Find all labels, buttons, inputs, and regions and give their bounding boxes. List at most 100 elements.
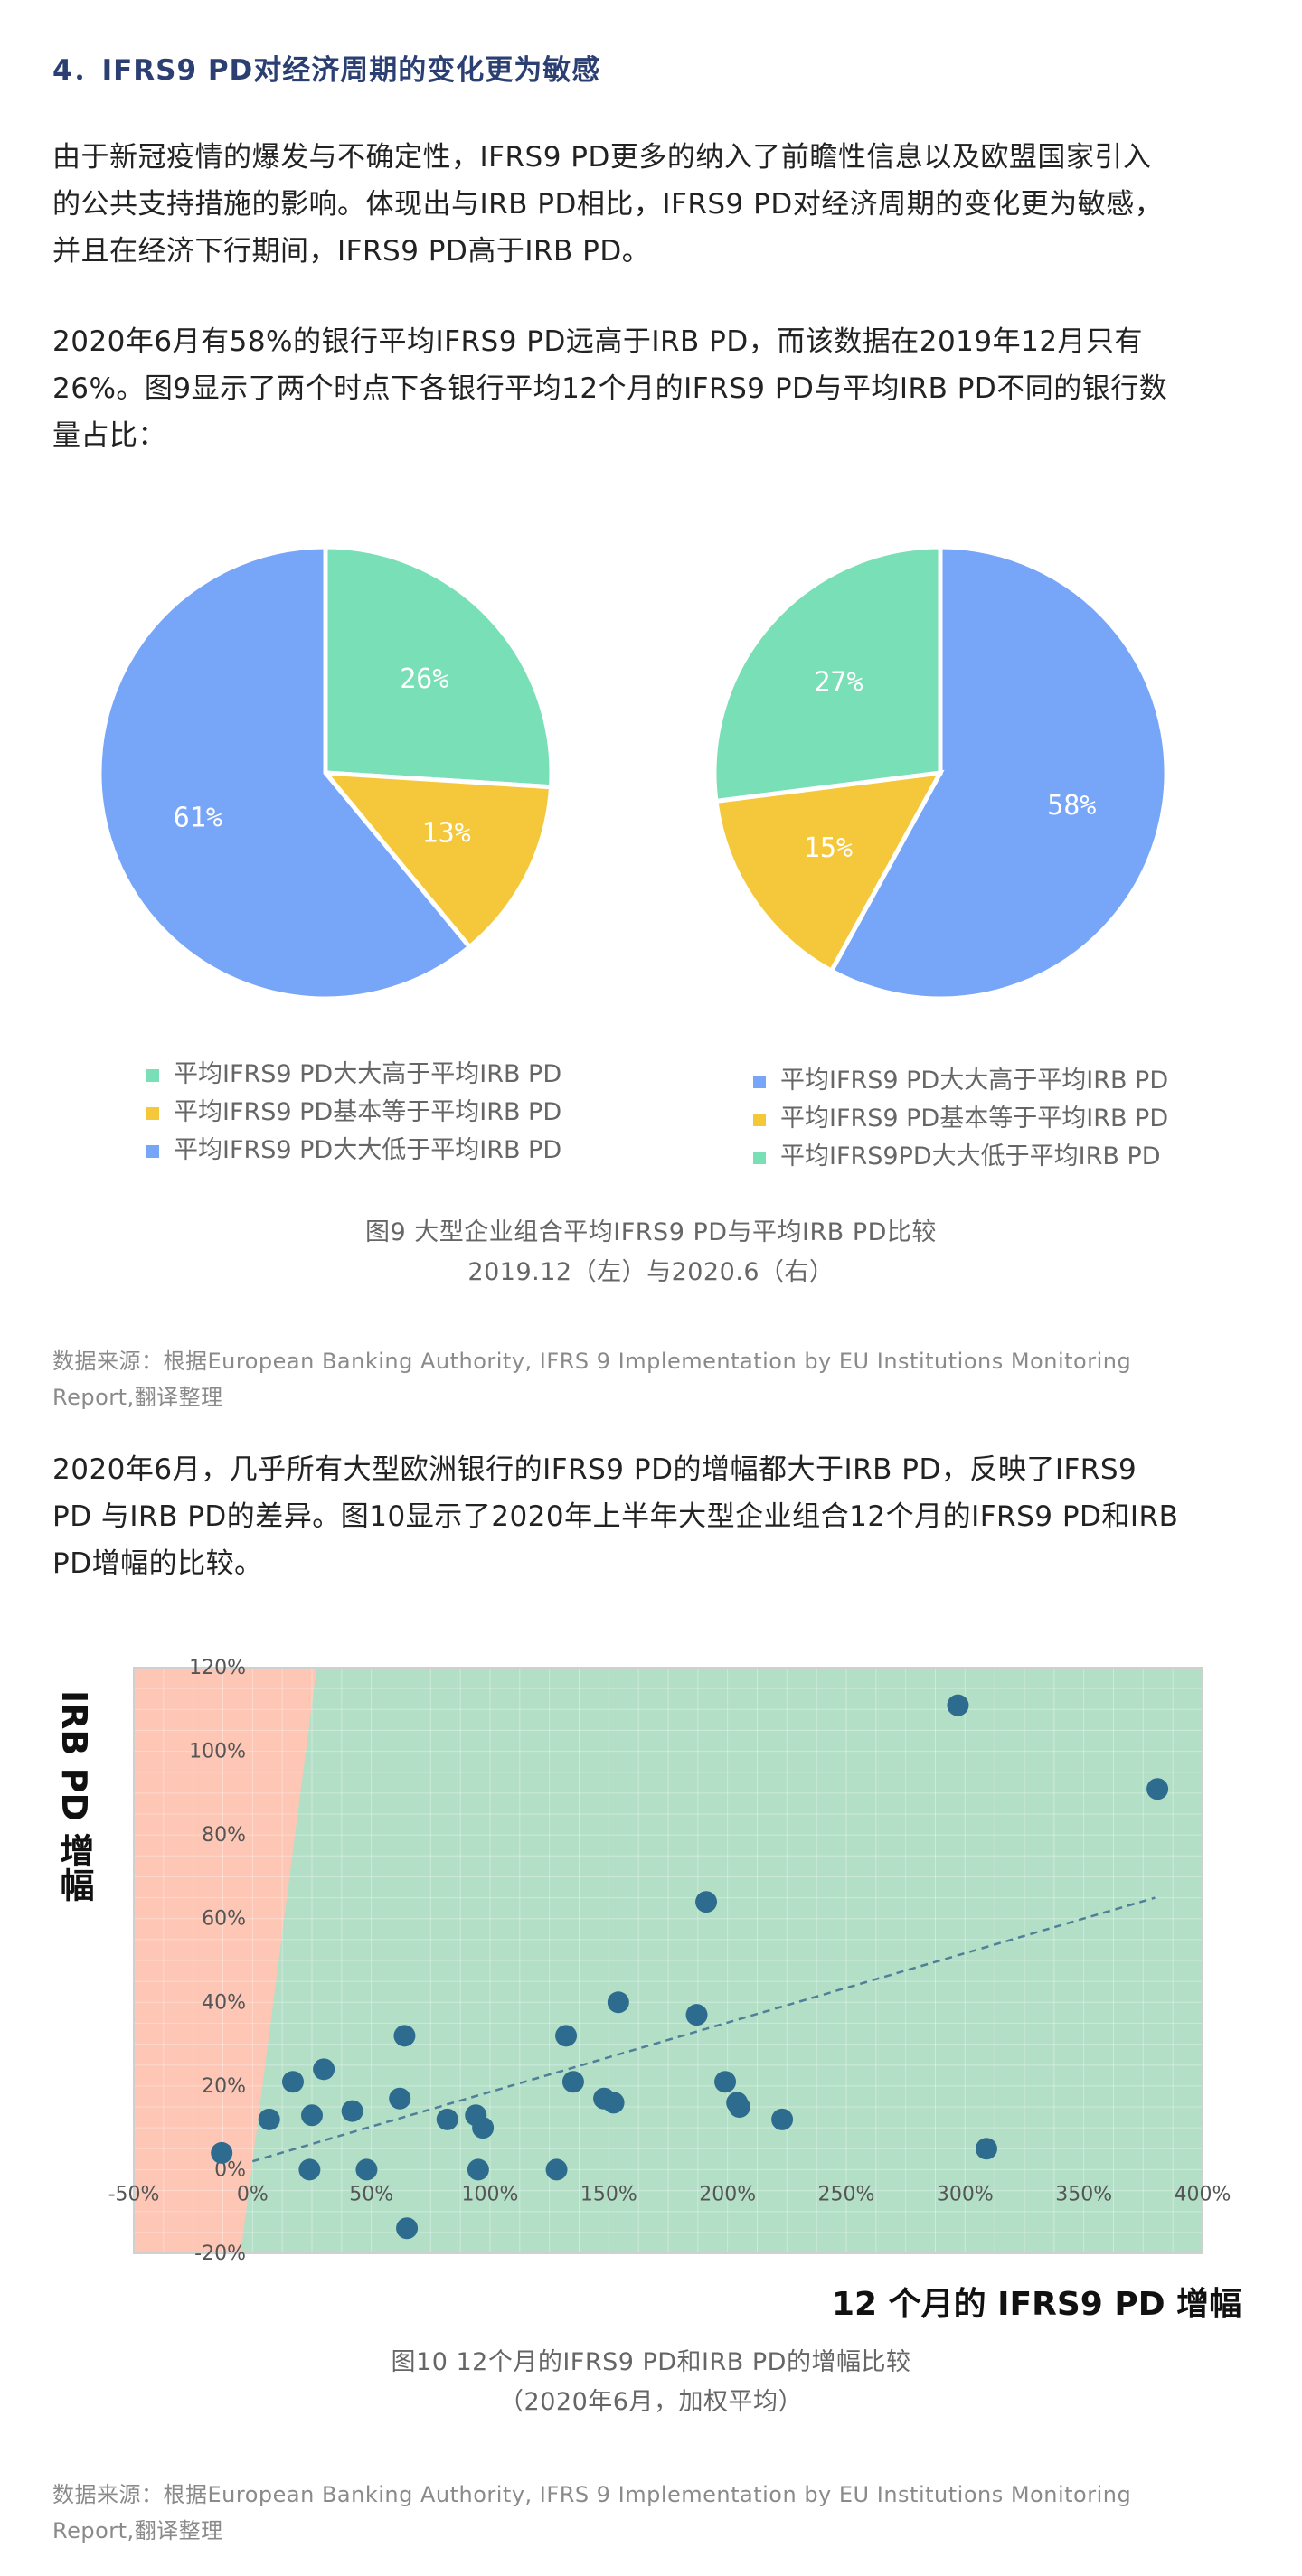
y-tick-label: 80% — [202, 1824, 246, 1847]
legend-item: 平均IFRS9 PD基本等于平均IRB PD — [146, 1094, 561, 1132]
x-tick-label: 250% — [818, 2183, 875, 2205]
paragraph-line: 26%。图9显示了两个时点下各银行平均12个月的IFRS9 PD与平均IRB P… — [52, 372, 1168, 405]
legend-item: 平均IFRS9 PD大大低于平均IRB PD — [146, 1132, 561, 1170]
x-tick-label: 0% — [237, 2183, 269, 2205]
legend-item: 平均IFRS9 PD大大高于平均IRB PD — [753, 1062, 1168, 1100]
legend-label: 平均IFRS9 PD大大低于平均IRB PD — [174, 1136, 562, 1164]
pie-slice — [712, 544, 943, 804]
x-tick-label: 400% — [1175, 2183, 1231, 2205]
scatter-point — [607, 1991, 629, 2014]
pie-slice — [97, 544, 473, 1001]
caption-line: 图9 大型企业组合平均IFRS9 PD与平均IRB PD比较 — [365, 1218, 937, 1246]
pie-slice-label: 27% — [814, 666, 863, 698]
pie-slice-label: 13% — [422, 818, 471, 850]
y-tick-label: 120% — [189, 1657, 246, 1679]
scatter-point — [545, 2158, 568, 2181]
legend-label: 平均IFRS9 PD大大高于平均IRB PD — [780, 1067, 1169, 1095]
scatter-point — [281, 2071, 304, 2093]
trend-line — [251, 1896, 1156, 2163]
scatter-point — [396, 2217, 419, 2240]
scatter-point — [555, 2025, 578, 2047]
pie-slice-label: 15% — [804, 832, 853, 864]
pie-slice — [320, 770, 554, 951]
paragraph-line: 由于新冠疫情的爆发与不确定性，IFRS9 PD更多的纳入了前瞻性信息以及欧盟国家… — [52, 141, 1152, 174]
y-tick-label: 60% — [202, 1908, 246, 1931]
paragraph-intro: 由于新冠疫情的爆发与不确定性，IFRS9 PD更多的纳入了前瞻性信息以及欧盟国家… — [52, 134, 1255, 275]
legend-swatch — [146, 1107, 159, 1120]
caption-line: 2019.12（左）与2020.6（右） — [467, 1258, 835, 1286]
paragraph-line: 2020年6月，几乎所有大型欧洲银行的IFRS9 PD的增幅都大于IRB PD，… — [52, 1453, 1137, 1486]
figure9-caption: 图9 大型企业组合平均IFRS9 PD与平均IRB PD比较 2019.12（左… — [0, 1213, 1302, 1293]
source-line: Report,翻译整理 — [52, 2518, 223, 2543]
legend-item: 平均IFRS9 PD大大高于平均IRB PD — [146, 1056, 561, 1094]
pie-chart-2020-06: 58% 15% 27% — [712, 544, 1169, 1001]
legend-label: 平均IFRS9 PD大大高于平均IRB PD — [174, 1060, 562, 1088]
x-tick-label: 100% — [462, 2183, 519, 2205]
paragraph-figure10-intro: 2020年6月，几乎所有大型欧洲银行的IFRS9 PD的增幅都大于IRB PD，… — [52, 1446, 1255, 1587]
scatter-point — [301, 2104, 323, 2127]
scatter-point — [341, 2100, 363, 2122]
x-tick-label: 150% — [580, 2183, 637, 2205]
scatter-point — [393, 2025, 416, 2047]
figure10-source: 数据来源：根据European Banking Authority, IFRS … — [52, 2477, 1255, 2549]
figure9-source: 数据来源：根据European Banking Authority, IFRS … — [52, 1343, 1255, 1415]
scatter-point — [211, 2141, 233, 2164]
pie-slice-label: 61% — [174, 802, 222, 833]
paragraph-line: 2020年6月有58%的银行平均IFRS9 PD远高于IRB PD，而该数据在2… — [52, 325, 1144, 358]
pie-slice — [713, 769, 945, 974]
pie-slice-label: 26% — [400, 663, 448, 695]
legend-item: 平均IFRS9 PD基本等于平均IRB PD — [753, 1100, 1168, 1138]
scatter-point — [728, 2096, 750, 2118]
section-heading: 4．IFRS9 PD对经济周期的变化更为敏感 — [52, 54, 601, 87]
legend-label: 平均IFRS9PD大大低于平均IRB PD — [780, 1142, 1161, 1170]
caption-line: 图10 12个月的IFRS9 PD和IRB PD的增幅比较 — [391, 2348, 911, 2376]
legend-swatch — [146, 1069, 159, 1082]
legend-item: 平均IFRS9PD大大低于平均IRB PD — [753, 1138, 1168, 1176]
scatter-point — [561, 2071, 584, 2093]
scatter-point — [685, 2004, 708, 2026]
pie-legend-right: 平均IFRS9 PD大大高于平均IRB PD 平均IFRS9 PD基本等于平均I… — [753, 1062, 1168, 1176]
scatter-point — [355, 2158, 378, 2181]
source-line: 数据来源：根据European Banking Authority, IFRS … — [52, 1349, 1132, 1374]
legend-swatch — [753, 1152, 766, 1164]
scatter-point — [602, 2092, 625, 2114]
pie-slice — [828, 544, 1169, 1001]
legend-label: 平均IFRS9 PD基本等于平均IRB PD — [174, 1098, 562, 1126]
pie-slice — [323, 544, 554, 790]
legend-swatch — [753, 1114, 766, 1126]
pie-slice-label: 58% — [1047, 790, 1096, 822]
pie-chart-2019-12: 26% 13% 61% — [97, 544, 554, 1001]
paragraph-line: 量占比： — [52, 419, 166, 452]
scatter-point — [313, 2058, 335, 2081]
scatter-region-red — [134, 1668, 317, 2253]
source-line: Report,翻译整理 — [52, 1385, 223, 1410]
x-tick-label: 50% — [349, 2183, 393, 2205]
paragraph-line: 并且在经济下行期间，IFRS9 PD高于IRB PD。 — [52, 235, 651, 268]
scatter-point — [472, 2117, 495, 2139]
legend-swatch — [753, 1076, 766, 1088]
scatter-point — [695, 1891, 718, 1913]
legend-swatch — [146, 1145, 159, 1158]
scatter-point — [258, 2108, 280, 2130]
paragraph-line: PD 与IRB PD的差异。图10显示了2020年上半年大型企业组合12个月的I… — [52, 1500, 1179, 1533]
scatter-chart-pd-growth: -50% 0% 50% 100% 150% 200% 250% 300% 350% 400% 120… — [108, 1657, 1231, 2265]
pie-legend-left: 平均IFRS9 PD大大高于平均IRB PD 平均IFRS9 PD基本等于平均I… — [146, 1056, 561, 1170]
scatter-point — [975, 2138, 997, 2160]
scatter-point — [1146, 1778, 1169, 1800]
scatter-y-axis-title: IRB PD 增幅 — [54, 1690, 94, 1903]
y-tick-label: 20% — [202, 2075, 246, 2098]
plot-border — [133, 1667, 1203, 2254]
figure10-caption: 图10 12个月的IFRS9 PD和IRB PD的增幅比较 （2020年6月，加… — [0, 2343, 1302, 2422]
x-tick-label: 350% — [1055, 2183, 1112, 2205]
paragraph-line: 的公共支持措施的影响。体现出与IRB PD相比，IFRS9 PD对经济周期的变化… — [52, 188, 1164, 221]
scatter-x-axis-title: 12 个月的 IFRS9 PD 增幅 — [832, 2286, 1242, 2323]
x-tick-label: 200% — [699, 2183, 756, 2205]
scatter-point — [436, 2108, 458, 2130]
y-tick-label: 100% — [189, 1741, 246, 1763]
scatter-point — [771, 2108, 794, 2130]
y-tick-label: 40% — [202, 1991, 246, 2014]
legend-label: 平均IFRS9 PD基本等于平均IRB PD — [780, 1105, 1169, 1133]
scatter-point — [467, 2158, 489, 2181]
paragraph-line: PD增幅的比较。 — [52, 1547, 263, 1580]
